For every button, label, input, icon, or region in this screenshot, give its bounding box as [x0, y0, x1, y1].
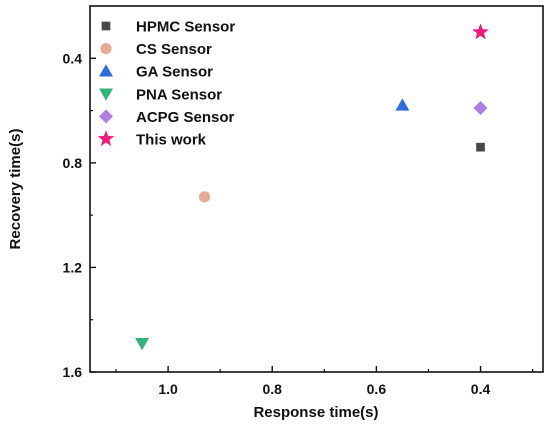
legend-marker-ga-sensor: [99, 64, 113, 77]
data-point-pna-sensor: [135, 337, 150, 351]
legend: HPMC Sensor CS Sensor GA Sensor PNA Sensor A…: [97, 19, 235, 149]
x-tick-label: 0.4: [471, 381, 491, 397]
y-axis-label: Recovery time(s): [7, 129, 24, 250]
x-axis-label: Response time(s): [253, 404, 378, 421]
y-tick-label: 0.4: [63, 50, 83, 66]
legend-label-ga-sensor: GA Sensor: [136, 64, 213, 81]
plot-frame: [89, 5, 544, 373]
data-point-acpg-sensor: [473, 100, 488, 115]
legend-marker-pna-sensor: [99, 88, 113, 101]
data-point-ga-sensor: [395, 98, 410, 111]
legend-label-acpg-sensor: ACPG Sensor: [136, 109, 235, 126]
plot-area-border: [89, 5, 544, 373]
y-tick-label: 0.8: [63, 155, 83, 171]
legend-label-hpmc-sensor: HPMC Sensor: [136, 19, 235, 36]
legend-marker-acpg-sensor: [99, 109, 113, 124]
x-tick-label: 0.6: [367, 381, 387, 397]
data-point-hpmc-sensor: [476, 142, 485, 152]
y-axis: 0.4 0.8 1.2 1.6: [63, 50, 96, 380]
data-point-cs-sensor: [198, 191, 211, 203]
data-points: [135, 23, 489, 351]
legend-label-pna-sensor: PNA Sensor: [136, 86, 222, 103]
legend-marker-cs-sensor: [100, 43, 112, 55]
legend-label-this-work: This work: [136, 132, 207, 149]
x-axis: 1.0 0.8 0.6 0.4: [115, 366, 534, 397]
data-point-this-work: [472, 23, 489, 40]
x-tick-label: 0.8: [263, 381, 283, 397]
x-tick-label: 1.0: [158, 381, 178, 397]
y-tick-label: 1.6: [63, 364, 83, 380]
legend-marker-this-work: [97, 130, 115, 147]
legend-marker-hpmc-sensor: [101, 21, 111, 31]
y-tick-label: 1.2: [63, 259, 83, 275]
legend-label-cs-sensor: CS Sensor: [136, 41, 212, 58]
